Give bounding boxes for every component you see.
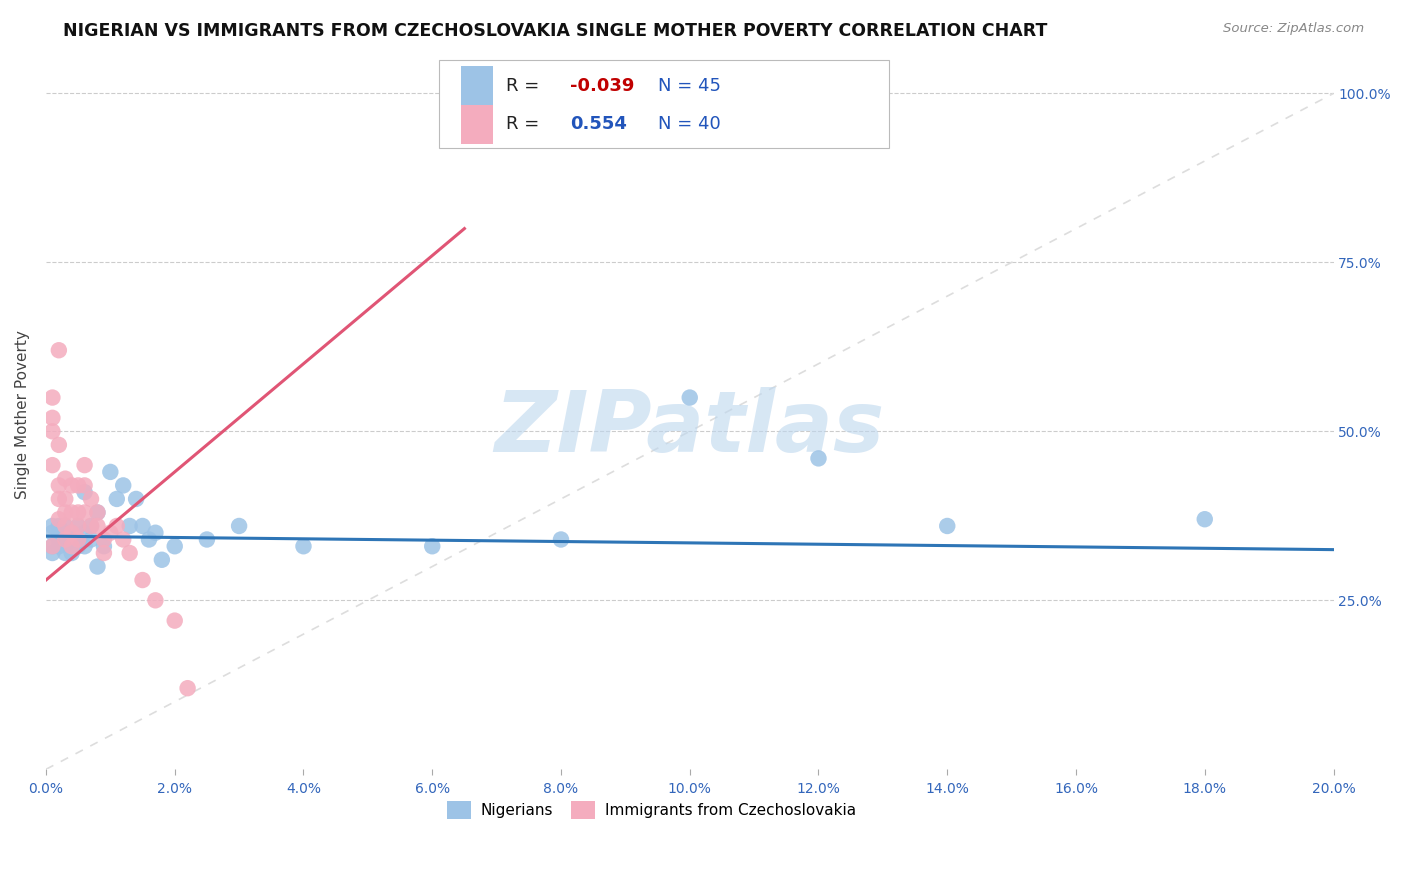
Text: Source: ZipAtlas.com: Source: ZipAtlas.com: [1223, 22, 1364, 36]
Point: [53, 519, 76, 533]
Point: [53, 491, 76, 506]
Point: [48, 512, 70, 526]
Point: [60, 525, 83, 540]
Text: R =: R =: [506, 77, 544, 95]
Point: [73, 458, 96, 472]
Point: [60, 478, 83, 492]
Point: [131, 573, 153, 587]
Point: [67, 519, 90, 533]
Point: [48, 491, 70, 506]
Point: [48, 533, 70, 547]
Point: [73, 485, 96, 500]
Point: [125, 491, 148, 506]
Point: [105, 491, 128, 506]
Point: [93, 533, 115, 547]
Point: [93, 546, 115, 560]
Point: [67, 506, 90, 520]
FancyBboxPatch shape: [439, 60, 890, 148]
Point: [41, 410, 63, 425]
Point: [60, 533, 83, 547]
Point: [41, 425, 63, 439]
Point: [48, 525, 70, 540]
Point: [41, 546, 63, 560]
Legend: Nigerians, Immigrants from Czechoslovakia: Nigerians, Immigrants from Czechoslovaki…: [440, 795, 862, 825]
Y-axis label: Single Mother Poverty: Single Mother Poverty: [15, 330, 30, 499]
Point: [1194, 512, 1216, 526]
Text: N = 45: N = 45: [658, 77, 720, 95]
Point: [53, 472, 76, 486]
Point: [73, 539, 96, 553]
Point: [41, 525, 63, 540]
Text: N = 40: N = 40: [658, 115, 720, 134]
Point: [138, 533, 160, 547]
Point: [60, 546, 83, 560]
Point: [73, 506, 96, 520]
Text: R =: R =: [506, 115, 550, 134]
Point: [60, 539, 83, 553]
Point: [93, 539, 115, 553]
Point: [80, 491, 103, 506]
Point: [80, 519, 103, 533]
Point: [53, 525, 76, 540]
Text: ZIPatlas: ZIPatlas: [495, 387, 884, 470]
Point: [53, 519, 76, 533]
Point: [41, 458, 63, 472]
Point: [150, 553, 173, 567]
Point: [48, 519, 70, 533]
Point: [936, 519, 959, 533]
Point: [48, 438, 70, 452]
Point: [67, 533, 90, 547]
Point: [86, 506, 108, 520]
Point: [679, 391, 702, 405]
Point: [112, 533, 135, 547]
Text: NIGERIAN VS IMMIGRANTS FROM CZECHOSLOVAKIA SINGLE MOTHER POVERTY CORRELATION CHA: NIGERIAN VS IMMIGRANTS FROM CZECHOSLOVAK…: [63, 22, 1047, 40]
Point: [80, 519, 103, 533]
Point: [118, 519, 141, 533]
Point: [53, 506, 76, 520]
Point: [48, 539, 70, 553]
Point: [86, 559, 108, 574]
Point: [145, 525, 167, 540]
Point: [53, 533, 76, 547]
Point: [73, 525, 96, 540]
Point: [60, 506, 83, 520]
Point: [73, 478, 96, 492]
Point: [86, 506, 108, 520]
Point: [48, 478, 70, 492]
Point: [550, 533, 572, 547]
Point: [131, 519, 153, 533]
Point: [53, 533, 76, 547]
Point: [41, 539, 63, 553]
Point: [67, 519, 90, 533]
Point: [67, 539, 90, 553]
Point: [67, 533, 90, 547]
Point: [53, 546, 76, 560]
Point: [48, 343, 70, 358]
Point: [807, 451, 830, 466]
Point: [195, 533, 218, 547]
Text: -0.039: -0.039: [569, 77, 634, 95]
Point: [105, 519, 128, 533]
Point: [118, 546, 141, 560]
Point: [98, 525, 121, 540]
Point: [420, 539, 443, 553]
Point: [41, 391, 63, 405]
Point: [163, 614, 186, 628]
FancyBboxPatch shape: [461, 105, 492, 144]
Point: [86, 519, 108, 533]
Point: [163, 539, 186, 553]
Point: [41, 519, 63, 533]
Point: [228, 519, 250, 533]
Point: [145, 593, 167, 607]
Point: [41, 539, 63, 553]
Text: 0.554: 0.554: [569, 115, 627, 134]
Point: [292, 539, 315, 553]
FancyBboxPatch shape: [461, 67, 492, 105]
Point: [176, 681, 198, 696]
Point: [67, 478, 90, 492]
Point: [60, 525, 83, 540]
Point: [98, 465, 121, 479]
Point: [80, 533, 103, 547]
Point: [112, 478, 135, 492]
